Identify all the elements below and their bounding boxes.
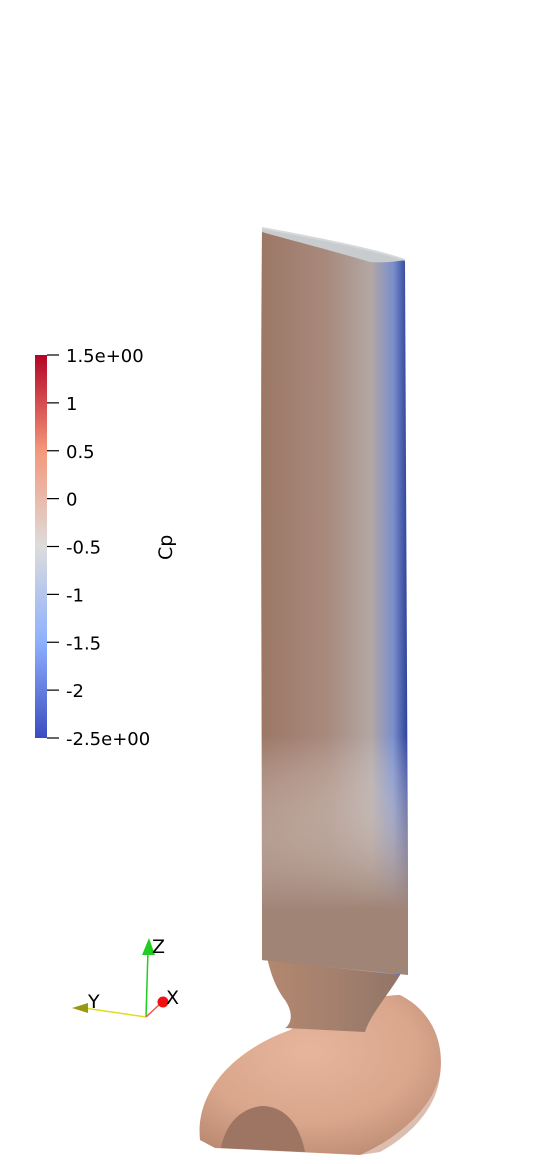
colorbar bbox=[35, 355, 47, 738]
z-axis-line bbox=[145, 949, 149, 1018]
colorbar-tick-label: 0 bbox=[66, 490, 77, 511]
colorbar-tick-label: 1 bbox=[66, 394, 77, 415]
colorbar-tick-label: 0.5 bbox=[66, 442, 95, 463]
colorbar-tick-label: 1.5e+00 bbox=[66, 346, 144, 367]
x-axis-arrow bbox=[157, 996, 169, 1008]
colorbar-gradient bbox=[35, 355, 47, 738]
z-axis-arrow bbox=[142, 938, 155, 955]
colorbar-tick-label: -1.5 bbox=[66, 633, 101, 654]
colorbar-tick-label: -2 bbox=[66, 681, 84, 702]
colorbar-tick-label: -2.5e+00 bbox=[66, 729, 150, 750]
colorbar-title: Cp bbox=[155, 535, 177, 560]
x-axis-line bbox=[145, 1002, 162, 1018]
colorbar-tick-label: -1 bbox=[66, 585, 84, 606]
x-axis-label: X bbox=[166, 987, 179, 1009]
y-axis-label: Y bbox=[87, 991, 100, 1013]
orientation-axes: Z Y X bbox=[72, 936, 179, 1018]
y-axis-arrow bbox=[72, 1003, 88, 1013]
fuselage-base bbox=[199, 995, 441, 1155]
colorbar-tick-label: -0.5 bbox=[66, 538, 101, 559]
wing bbox=[261, 227, 408, 975]
colorbar-ticks: 1.5e+00 1 0.5 0 -0.5 -1 -1.5 -2 -2.5e+00 bbox=[47, 346, 150, 750]
z-axis-label: Z bbox=[152, 936, 165, 958]
y-axis-line bbox=[83, 1007, 147, 1018]
